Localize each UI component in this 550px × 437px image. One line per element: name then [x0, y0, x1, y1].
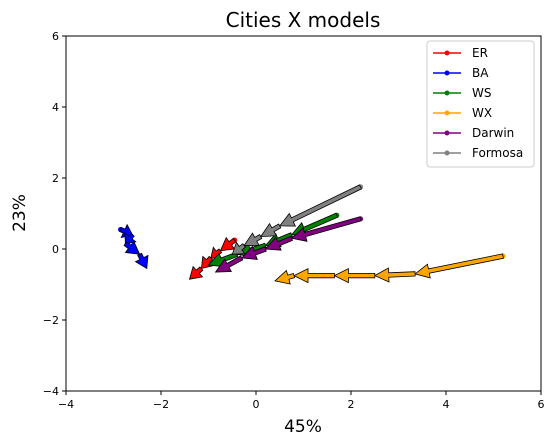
arrow-er [188, 265, 204, 280]
x-tick-label: 2 [348, 398, 355, 411]
arrow-wx [333, 267, 376, 284]
y-tick-label: 2 [52, 172, 59, 185]
arrow-wx [414, 253, 504, 279]
x-tick-label: 6 [538, 398, 545, 411]
arrow-ws [207, 251, 239, 268]
arrow-darwin [264, 235, 294, 251]
arrow-formosa [243, 232, 263, 246]
x-tick-label: 4 [443, 398, 450, 411]
x-axis-label: 45% [284, 417, 322, 437]
y-tick-label: −4 [43, 385, 59, 398]
legend: ER BA WS WX Darwin Formosa [426, 40, 535, 168]
axis-ticks: −4 −2 0 2 4 6 −4 −2 0 2 4 6 [43, 30, 545, 411]
arrow-formosa [231, 241, 246, 255]
arrow-wx [293, 267, 335, 284]
arrow-darwin [290, 216, 362, 242]
legend-label: WX [472, 106, 492, 120]
arrow-formosa [278, 184, 363, 227]
plot-marks [118, 184, 506, 285]
arrow-er [219, 236, 237, 252]
y-tick-label: 4 [52, 101, 59, 114]
arrow-darwin [240, 245, 267, 260]
legend-marker [444, 130, 450, 136]
legend-label: WS [472, 86, 491, 100]
arrow-wx [373, 267, 416, 283]
arrow-ba [119, 223, 134, 239]
legend-label: ER [472, 46, 488, 60]
legend-marker [444, 50, 450, 56]
legend-label: Darwin [472, 126, 514, 140]
arrow-wx [274, 269, 296, 285]
legend-marker [444, 70, 450, 76]
y-tick-label: −2 [43, 314, 59, 327]
legend-label: Formosa [472, 146, 523, 160]
x-tick-label: 0 [253, 398, 260, 411]
legend-marker [444, 150, 450, 156]
legend-marker [444, 110, 450, 116]
y-axis-label: 23% [10, 194, 30, 232]
arrow-formosa [260, 222, 282, 238]
arrow-ba [134, 252, 149, 270]
chart-title: Cities X models [226, 8, 381, 32]
legend-label: BA [472, 66, 489, 80]
y-tick-label: 0 [52, 243, 59, 256]
plot-frame [65, 35, 542, 392]
x-tick-label: −2 [153, 398, 169, 411]
arrow-ba [124, 232, 137, 245]
arrow-ba [123, 240, 141, 255]
legend-marker [444, 90, 450, 96]
arrow-darwin [214, 255, 244, 273]
x-tick-label: −4 [58, 398, 74, 411]
y-tick-label: 6 [52, 30, 59, 43]
